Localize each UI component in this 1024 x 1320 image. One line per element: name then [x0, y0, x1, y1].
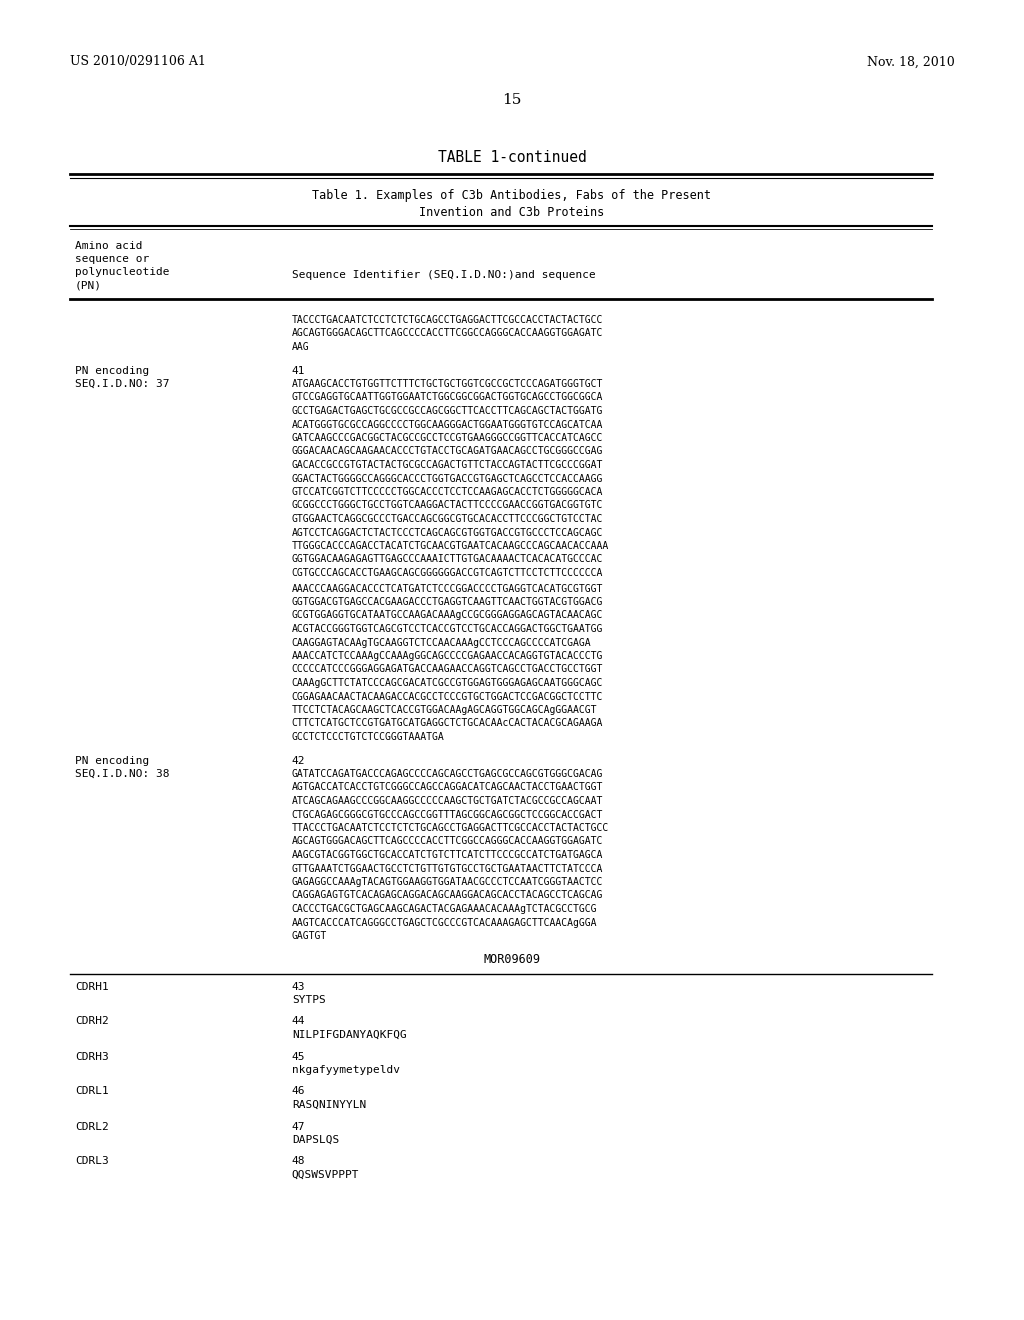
Text: AGTCCTCAGGACTCTACTCCCTCAGCAGCGTGGTGACCGTGCCCTCCAGCAGC: AGTCCTCAGGACTCTACTCCCTCAGCAGCGTGGTGACCGT…	[292, 528, 603, 537]
Text: 44: 44	[292, 1016, 305, 1027]
Text: ATGAAGCACCTGTGGTTCTTTCTGCTGCTGGTCGCCGCTCCCAGATGGGTGCT: ATGAAGCACCTGTGGTTCTTTCTGCTGCTGGTCGCCGCTC…	[292, 379, 603, 389]
Text: AAACCATCTCCAAAgCCAAAgGGCAGCCCCGAGAACCACAGGTGTACACCCTG: AAACCATCTCCAAAgCCAAAgGGCAGCCCCGAGAACCACA…	[292, 651, 603, 661]
Text: CDRL1: CDRL1	[75, 1086, 109, 1097]
Text: CTGCAGAGCGGGCGTGCCCAGCCGGTTTAGCGGCAGCGGCTCCGGCACCGACT: CTGCAGAGCGGGCGTGCCCAGCCGGTTTAGCGGCAGCGGC…	[292, 809, 603, 820]
Text: Amino acid: Amino acid	[75, 242, 142, 251]
Text: CGTGCCCAGCACCTGAAGCAGCGGGGGGACCGTCAGTCTTCCTCTTCCCCCCA: CGTGCCCAGCACCTGAAGCAGCGGGGGGACCGTCAGTCTT…	[292, 568, 603, 578]
Text: AAG: AAG	[292, 342, 309, 352]
Text: GTGGAACTCAGGCGCCCTGACCAGCGGCGTGCACACCTTCCCGGCTGTCCTAC: GTGGAACTCAGGCGCCCTGACCAGCGGCGTGCACACCTTC…	[292, 513, 603, 524]
Text: PN encoding: PN encoding	[75, 366, 150, 375]
Text: CDRL2: CDRL2	[75, 1122, 109, 1131]
Text: CDRH1: CDRH1	[75, 982, 109, 991]
Text: GTTGAAATCTGGAACTGCCTCTGTTGTGTGCCTGCTGAATAACTTCTATCCCA: GTTGAAATCTGGAACTGCCTCTGTTGTGTGCCTGCTGAAT…	[292, 863, 603, 874]
Text: DAPSLQS: DAPSLQS	[292, 1135, 339, 1144]
Text: RASQNINYYLN: RASQNINYYLN	[292, 1100, 367, 1110]
Text: ACGTACCGGGTGGTCAGCGTCCTCACCGTCCTGCACCAGGACTGGCTGAATGG: ACGTACCGGGTGGTCAGCGTCCTCACCGTCCTGCACCAGG…	[292, 624, 603, 634]
Text: CACCCTGACGCTGAGCAAGCAGACTACGAGAAACACAAAgTCTACGCCTGCG: CACCCTGACGCTGAGCAAGCAGACTACGAGAAACACAAAg…	[292, 904, 597, 913]
Text: GCGTGGAGGTGCATAATGCCAAGACAAAgCCGCGGGAGGAGCAGTACAACAGC: GCGTGGAGGTGCATAATGCCAAGACAAAgCCGCGGGAGGA…	[292, 610, 603, 620]
Text: CDRH2: CDRH2	[75, 1016, 109, 1027]
Text: Table 1. Examples of C3b Antibodies, Fabs of the Present: Table 1. Examples of C3b Antibodies, Fab…	[312, 190, 712, 202]
Text: GCCTGAGACTGAGCTGCGCCGCCAGCGGCTTCACCTTCAGCAGCTACTGGATG: GCCTGAGACTGAGCTGCGCCGCCAGCGGCTTCACCTTCAG…	[292, 407, 603, 416]
Text: ATCAGCAGAAGCCCGGCAAGGCCCCCAAGCTGCTGATCTACGCCGCCAGCAAT: ATCAGCAGAAGCCCGGCAAGGCCCCCAAGCTGCTGATCTA…	[292, 796, 603, 807]
Text: 15: 15	[503, 92, 521, 107]
Text: Invention and C3b Proteins: Invention and C3b Proteins	[420, 206, 604, 219]
Text: CDRL3: CDRL3	[75, 1156, 109, 1167]
Text: sequence or: sequence or	[75, 253, 150, 264]
Text: CAGGAGAGTGTCACAGAGCAGGACAGCAAGGACAGCACCTACAGCCTCAGCAG: CAGGAGAGTGTCACAGAGCAGGACAGCAAGGACAGCACCT…	[292, 891, 603, 900]
Text: GCCTCTCCCTGTCTCCGGGTAAATGA: GCCTCTCCCTGTCTCCGGGTAAATGA	[292, 733, 444, 742]
Text: GGTGGACAAGAGAGTTGAGCCCAAAICTTGTGACAAAACTCACACATGCCCAC: GGTGGACAAGAGAGTTGAGCCCAAAICTTGTGACAAAACT…	[292, 554, 603, 565]
Text: CDRH3: CDRH3	[75, 1052, 109, 1061]
Text: PN encoding: PN encoding	[75, 755, 150, 766]
Text: CAAAgGCTTCTATCCCAGCGACATCGCCGTGGAGTGGGAGAGCAATGGGCAGC: CAAAgGCTTCTATCCCAGCGACATCGCCGTGGAGTGGGAG…	[292, 678, 603, 688]
Text: GGGACAACAGCAAGAACACCCTGTACCTGCAGATGAACAGCCTGCGGGCCGAG: GGGACAACAGCAAGAACACCCTGTACCTGCAGATGAACAG…	[292, 446, 603, 457]
Text: Nov. 18, 2010: Nov. 18, 2010	[866, 55, 954, 69]
Text: GAGAGGCCAAAgTACAGTGGAAGGTGGATAACGCCCTCCAATCGGGTAACTCC: GAGAGGCCAAAgTACAGTGGAAGGTGGATAACGCCCTCCA…	[292, 876, 603, 887]
Text: QQSWSVPPPT: QQSWSVPPPT	[292, 1170, 359, 1180]
Text: TABLE 1-continued: TABLE 1-continued	[437, 150, 587, 165]
Text: 45: 45	[292, 1052, 305, 1061]
Text: GATATCCAGATGACCCAGAGCCCCAGCAGCCTGAGCGCCAGCGTGGGCGACAG: GATATCCAGATGACCCAGAGCCCCAGCAGCCTGAGCGCCA…	[292, 770, 603, 779]
Text: GTCCATCGGTCTTCCCCCTGGCACCCTCCTCCAAGAGCACCTCTGGGGGCACA: GTCCATCGGTCTTCCCCCTGGCACCCTCCTCCAAGAGCAC…	[292, 487, 603, 498]
Text: AGCAGTGGGACAGCTTCAGCCCCACCTTCGGCCAGGGCACCAAGGTGGAGATC: AGCAGTGGGACAGCTTCAGCCCCACCTTCGGCCAGGGCAC…	[292, 837, 603, 846]
Text: MOR09609: MOR09609	[483, 953, 541, 966]
Text: GGACTACTGGGGCCAGGGCACCCTGGTGACCGTGAGCTCAGCCTCCACCAAGG: GGACTACTGGGGCCAGGGCACCCTGGTGACCGTGAGCTCA…	[292, 474, 603, 483]
Text: GTCCGAGGTGCAATTGGTGGAATCTGGCGGCGGACTGGTGCAGCCTGGCGGCA: GTCCGAGGTGCAATTGGTGGAATCTGGCGGCGGACTGGTG…	[292, 392, 603, 403]
Text: TTGGGCACCCAGACCTACATCTGCAACGTGAATCACAAGCCCAGCAACACCAAA: TTGGGCACCCAGACCTACATCTGCAACGTGAATCACAAGC…	[292, 541, 609, 550]
Text: SEQ.I.D.NO: 37: SEQ.I.D.NO: 37	[75, 379, 169, 389]
Text: (PN): (PN)	[75, 280, 101, 290]
Text: 46: 46	[292, 1086, 305, 1097]
Text: AAACCCAAGGACACCCTCATGATCTCCCGGACCCCTGAGGTCACATGCGTGGT: AAACCCAAGGACACCCTCATGATCTCCCGGACCCCTGAGG…	[292, 583, 603, 594]
Text: AAGCGTACGGTGGCTGCACCATCTGTCTTCATCTTCCCGCCATCTGATGAGCA: AAGCGTACGGTGGCTGCACCATCTGTCTTCATCTTCCCGC…	[292, 850, 603, 861]
Text: CGGAGAACAACTACAAGACCACGCCTCCCGTGCTGGACTCCGACGGCTCCTTC: CGGAGAACAACTACAAGACCACGCCTCCCGTGCTGGACTC…	[292, 692, 603, 701]
Text: GGTGGACGTGAGCCACGAAGACCCTGAGGTCAAGTTCAACTGGTACGTGGACG: GGTGGACGTGAGCCACGAAGACCCTGAGGTCAAGTTCAAC…	[292, 597, 603, 607]
Text: GATCAAGCCCGACGGCTACGCCGCCTCCGTGAAGGGCCGGTTCACCATCAGCC: GATCAAGCCCGACGGCTACGCCGCCTCCGTGAAGGGCCGG…	[292, 433, 603, 444]
Text: TTACCCTGACAATCTCCTCTCTGCAGCCTGAGGACTTCGCCACCTACTACTGCC: TTACCCTGACAATCTCCTCTCTGCAGCCTGAGGACTTCGC…	[292, 822, 609, 833]
Text: TTCCTCTACAGCAAGCTCACCGTGGACAAgAGCAGGTGGCAGCAgGGAACGT: TTCCTCTACAGCAAGCTCACCGTGGACAAgAGCAGGTGGC…	[292, 705, 597, 715]
Text: 47: 47	[292, 1122, 305, 1131]
Text: SEQ.I.D.NO: 38: SEQ.I.D.NO: 38	[75, 770, 169, 779]
Text: CTTCTCATGCTCCGTGATGCATGAGGCTCTGCACAAcCACTACACGCAGAAGA: CTTCTCATGCTCCGTGATGCATGAGGCTCTGCACAAcCAC…	[292, 718, 603, 729]
Text: GAGTGT: GAGTGT	[292, 931, 327, 941]
Text: 43: 43	[292, 982, 305, 991]
Text: AGTGACCATCACCTGTCGGGCCAGCCAGGACATCAGCAACTACCTGAACTGGT: AGTGACCATCACCTGTCGGGCCAGCCAGGACATCAGCAAC…	[292, 783, 603, 792]
Text: Sequence Identifier (SEQ.I.D.NO:)and sequence: Sequence Identifier (SEQ.I.D.NO:)and seq…	[292, 271, 596, 280]
Text: SYTPS: SYTPS	[292, 995, 326, 1005]
Text: TACCCTGACAATCTCCTCTCTGCAGCCTGAGGACTTCGCCACCTACTACTGCC: TACCCTGACAATCTCCTCTCTGCAGCCTGAGGACTTCGCC…	[292, 315, 603, 325]
Text: US 2010/0291106 A1: US 2010/0291106 A1	[70, 55, 206, 69]
Text: AAGTCACCCATCAGGGCCTGAGCTCGCCCGTCACAAAGAGCTTCAACAgGGA: AAGTCACCCATCAGGGCCTGAGCTCGCCCGTCACAAAGAG…	[292, 917, 597, 928]
Text: 42: 42	[292, 755, 305, 766]
Text: GACACCGCCGTGTACTACTGCGCCAGACTGTTCTACCAGTACTTCGCCCGGAT: GACACCGCCGTGTACTACTGCGCCAGACTGTTCTACCAGT…	[292, 459, 603, 470]
Text: ACATGGGTGCGCCAGGCCCCTGGCAAGGGACTGGAATGGGTGTCCAGCATCAA: ACATGGGTGCGCCAGGCCCCTGGCAAGGGACTGGAATGGG…	[292, 420, 603, 429]
Text: 48: 48	[292, 1156, 305, 1167]
Text: GCGGCCCTGGGCTGCCTGGTCAAGGACTACTTCCCCGAACCGGTGACGGTGTC: GCGGCCCTGGGCTGCCTGGTCAAGGACTACTTCCCCGAAC…	[292, 500, 603, 511]
Text: NILPIFGDANYAQKFQG: NILPIFGDANYAQKFQG	[292, 1030, 407, 1040]
Text: CAAGGAGTACAAgTGCAAGGTCTCCAACAAAgCCTCCCAGCCCCATCGAGA: CAAGGAGTACAAgTGCAAGGTCTCCAACAAAgCCTCCCAG…	[292, 638, 592, 648]
Text: 41: 41	[292, 366, 305, 375]
Text: AGCAGTGGGACAGCTTCAGCCCCACCTTCGGCCAGGGCACCAAGGTGGAGATC: AGCAGTGGGACAGCTTCAGCCCCACCTTCGGCCAGGGCAC…	[292, 329, 603, 338]
Text: nkgafyymetypeldv: nkgafyymetypeldv	[292, 1065, 399, 1074]
Text: CCCCCATCCCGGGAGGAGATGACCAAGAACCAGGTCAGCCTGACCTGCCTGGT: CCCCCATCCCGGGAGGAGATGACCAAGAACCAGGTCAGCC…	[292, 664, 603, 675]
Text: polynucleotide: polynucleotide	[75, 267, 169, 277]
